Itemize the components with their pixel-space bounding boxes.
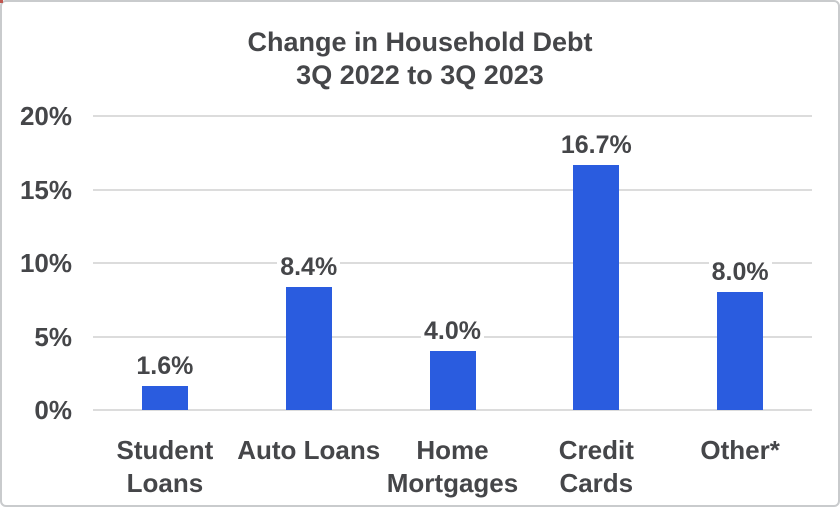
bar-value-text: 16.7% bbox=[557, 130, 635, 159]
bar-value-text: 1.6% bbox=[133, 352, 197, 381]
x-axis-label: Other* bbox=[700, 435, 780, 465]
bar bbox=[573, 164, 620, 410]
y-tick-label: 10% bbox=[19, 248, 72, 278]
x-axis-label: Credit Cards bbox=[558, 435, 634, 498]
bar-value-label: 8.0% bbox=[665, 257, 815, 287]
chart-subtitle: 3Q 2022 to 3Q 2023 bbox=[296, 60, 544, 90]
bar-value-text: 8.4% bbox=[277, 252, 341, 281]
bar bbox=[429, 351, 476, 410]
x-axis-label: Auto Loans bbox=[237, 435, 381, 465]
bar-value-text: 4.0% bbox=[421, 317, 484, 346]
bar-value-label: 4.0% bbox=[378, 316, 528, 346]
y-tick-label: 5% bbox=[34, 321, 72, 352]
x-axis-label: Student Loans bbox=[116, 435, 214, 498]
bar bbox=[717, 292, 764, 410]
y-tick-label: 15% bbox=[19, 174, 72, 205]
bar bbox=[285, 286, 332, 410]
bar-value-label: 16.7% bbox=[521, 130, 671, 160]
gridline bbox=[93, 188, 812, 191]
gridline bbox=[93, 262, 812, 264]
y-tick-label: 20% bbox=[19, 101, 72, 131]
bar-value-text: 8.0% bbox=[708, 258, 772, 287]
corner-artifact bbox=[0, 0, 3, 3]
x-axis-label: Home Mortgages bbox=[386, 435, 519, 498]
bar bbox=[141, 386, 188, 410]
chart-title-block: Change in Household Debt 3Q 2022 to 3Q 2… bbox=[2, 26, 838, 92]
y-tick-label: 0% bbox=[34, 395, 72, 425]
plot-area: 0% 5% 10% 15% 20% 1.6% Student Loans 8.4% Auto L… bbox=[20, 101, 815, 498]
bar-value-label: 1.6% bbox=[90, 351, 240, 381]
chart-title: Change in Household Debt bbox=[247, 27, 593, 57]
bar-value-label: 8.4% bbox=[234, 252, 384, 282]
gridline bbox=[93, 115, 812, 117]
gridline bbox=[93, 409, 812, 411]
